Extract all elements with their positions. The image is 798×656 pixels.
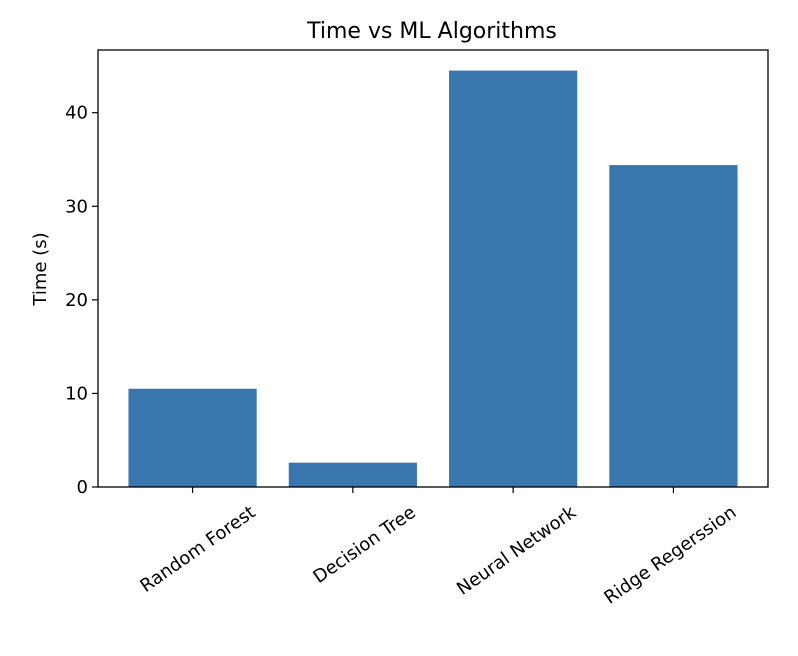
y-tick-label: 40 <box>65 103 88 124</box>
y-tick-label: 0 <box>77 477 88 498</box>
bar-ridge-regerssion <box>609 165 738 487</box>
bar-decision-tree <box>288 462 417 487</box>
x-tick-label: Decision Tree <box>309 502 419 588</box>
x-tick-label: Ridge Regerssion <box>600 502 740 609</box>
x-tick-label: Random Forest <box>136 502 259 597</box>
y-tick-label: 30 <box>65 196 88 217</box>
y-axis-ticks: 0 10 20 30 40 <box>65 103 98 498</box>
plot-frame <box>97 49 769 488</box>
y-tick-label: 10 <box>65 383 88 404</box>
y-axis-label: Time (s) <box>30 232 51 306</box>
y-tick-label: 20 <box>65 290 88 311</box>
bars <box>128 70 738 487</box>
x-tick-label: Neural Network <box>453 502 580 600</box>
bar-neural-network <box>449 70 578 487</box>
bar-random-forest <box>128 388 257 487</box>
chart-title: Time vs ML Algorithms <box>306 19 557 44</box>
x-axis-ticks: Random Forest Decision Tree Neural Network… <box>136 487 740 609</box>
